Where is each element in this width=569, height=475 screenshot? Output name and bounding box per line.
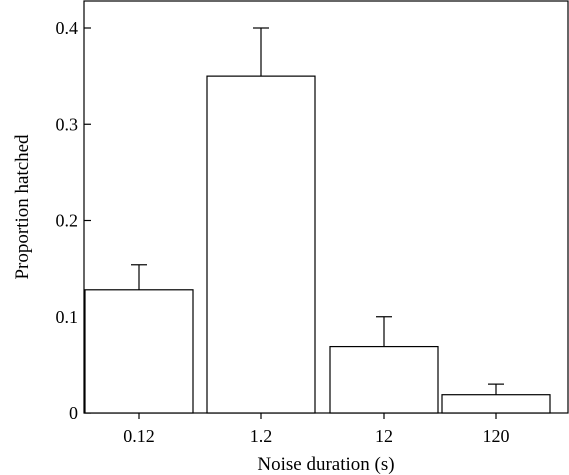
bar-12 <box>329 345 439 414</box>
y-axis: 0 0.1 0.2 0.3 0.4 <box>56 18 91 423</box>
y-tick-label: 0.3 <box>56 114 79 134</box>
y-tick-label: 0.4 <box>56 18 79 38</box>
bar-1.2 <box>206 75 316 414</box>
x-axis-title: Noise duration (s) <box>257 454 394 475</box>
x-tick-label: 1.2 <box>250 426 273 446</box>
x-tick-label: 12 <box>375 426 393 446</box>
plot-frame <box>83 0 569 414</box>
x-tick-label: 0.12 <box>123 426 155 446</box>
bar-120 <box>441 394 551 414</box>
x-axis: 0.12 1.2 12 120 <box>123 413 510 446</box>
y-axis-title: Proportion hatched <box>12 134 33 280</box>
y-tick-label: 0.2 <box>56 211 79 231</box>
bar-0.12 <box>84 289 194 414</box>
y-tick-label: 0.1 <box>56 307 79 327</box>
bars <box>84 75 551 414</box>
error-bars <box>131 27 504 395</box>
y-tick-label: 0 <box>69 403 78 423</box>
x-tick-label: 120 <box>483 426 510 446</box>
